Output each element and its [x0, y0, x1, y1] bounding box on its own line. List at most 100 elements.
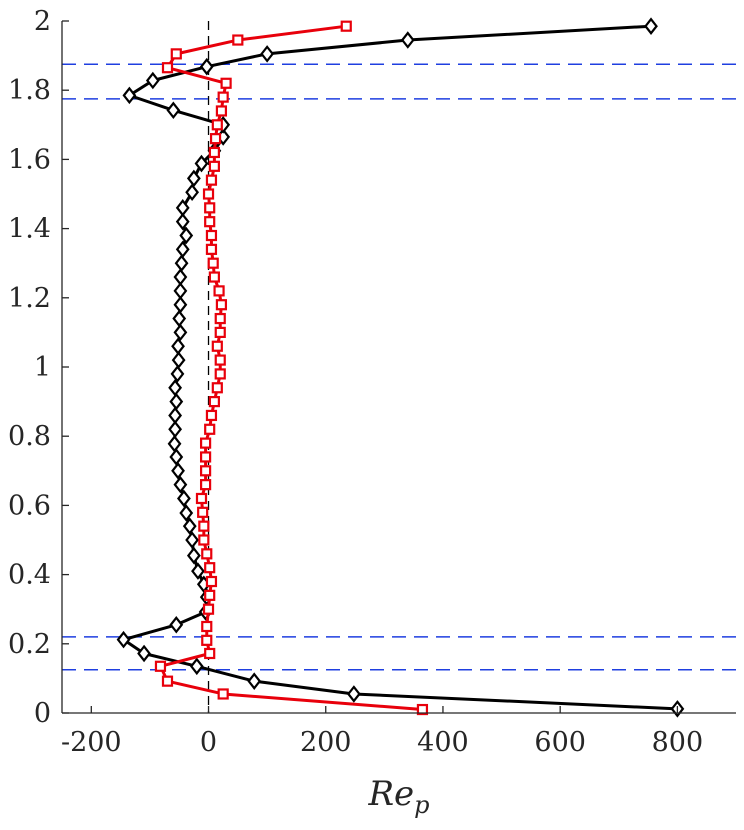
y-tick-label: 0.4: [8, 560, 51, 591]
data-point-diamond: [167, 435, 182, 453]
data-point-diamond: [175, 240, 190, 259]
series-1: [116, 17, 685, 718]
data-point-diamond: [168, 378, 183, 397]
data-point-square: [198, 520, 210, 532]
data-point-diamond: [260, 45, 275, 63]
data-point-diamond: [171, 337, 185, 356]
x-tick-label: 200: [300, 727, 352, 758]
y-tick-label: 2: [34, 6, 51, 37]
data-point-diamond: [189, 657, 204, 676]
data-point-diamond: [179, 504, 194, 522]
data-point-square: [208, 271, 220, 283]
data-point-square: [161, 62, 174, 74]
data-point-square: [217, 91, 229, 103]
data-point-square: [199, 437, 212, 449]
data-point-square: [204, 562, 216, 574]
data-point-square: [204, 647, 216, 660]
y-tick-label: 1.4: [8, 214, 51, 245]
data-point-square: [201, 620, 213, 633]
x-tick-label: 400: [417, 727, 469, 758]
x-axis-title-subscript: p: [414, 791, 429, 819]
data-point-diamond: [199, 57, 214, 76]
data-point-diamond: [122, 86, 137, 105]
data-point-square: [195, 492, 208, 505]
x-tick-label: 600: [534, 727, 586, 758]
ticks: -200 0 200 400 600 800 0 0.2 0.4 0.6 0.8 1 1.2 1.4 1.6…: [8, 6, 703, 758]
y-tick-label: 0.6: [8, 490, 51, 521]
data-point-square: [154, 660, 167, 672]
y-tick-label: 0.8: [8, 421, 51, 452]
data-point-square: [199, 479, 212, 491]
data-point-diamond: [168, 420, 183, 439]
data-point-diamond: [194, 154, 209, 173]
data-point-diamond: [173, 323, 188, 342]
data-point-square: [215, 299, 228, 311]
data-point-square: [205, 243, 218, 255]
data-point-square: [340, 20, 352, 32]
data-point-square: [220, 77, 232, 89]
data-point-square: [197, 506, 209, 518]
data-point-diamond: [145, 71, 160, 90]
data-point-diamond: [186, 169, 201, 188]
data-point-square: [211, 340, 223, 352]
data-point-diamond: [185, 183, 200, 202]
data-point-square: [214, 354, 226, 366]
data-point-square: [217, 688, 229, 700]
data-point-square: [213, 285, 225, 297]
data-point-square: [204, 202, 216, 214]
data-point-diamond: [175, 199, 190, 217]
data-point-square: [208, 396, 220, 408]
data-point-square: [208, 146, 220, 159]
data-point-square: [204, 216, 216, 228]
data-point-square: [199, 451, 212, 463]
y-tick-label: 1.8: [8, 75, 51, 106]
data-point-diamond: [346, 685, 361, 703]
data-point-diamond: [169, 448, 184, 466]
y-tick-label: 0.2: [8, 629, 51, 660]
data-point-square: [211, 382, 223, 394]
reference-lines: [62, 21, 736, 713]
data-point-diamond: [137, 644, 151, 663]
x-tick-label: -200: [61, 727, 122, 758]
data-point-square: [205, 229, 218, 242]
data-point-diamond: [173, 295, 188, 314]
data-point-square: [202, 603, 215, 615]
data-point-diamond: [179, 226, 194, 245]
data-point-diamond: [168, 406, 183, 425]
data-point-square: [205, 409, 218, 422]
data-point-diamond: [400, 31, 415, 49]
data-point-diamond: [172, 309, 187, 328]
data-point-square: [161, 675, 174, 687]
data-point-diamond: [169, 392, 184, 411]
data-point-square: [205, 575, 218, 588]
data-point-square: [207, 257, 219, 269]
data-point-square: [201, 548, 213, 560]
data-point-square: [204, 423, 216, 435]
data-point-diamond: [171, 462, 185, 480]
data-point-square: [232, 34, 244, 46]
data-point-square: [208, 160, 220, 172]
y-tick-label: 0: [34, 698, 51, 729]
data-point-square: [204, 589, 216, 601]
data-point-diamond: [185, 531, 200, 549]
x-axis-title-main: Re: [367, 774, 414, 814]
data-point-square: [214, 312, 226, 325]
data-point-square: [214, 368, 226, 380]
data-point-diamond: [170, 365, 185, 383]
data-point-diamond: [174, 254, 189, 272]
y-tick-label: 1: [34, 352, 51, 383]
x-tick-label: 0: [200, 727, 217, 758]
data-point-diamond: [186, 546, 201, 565]
series-layer: [116, 17, 685, 718]
data-point-square: [202, 188, 215, 200]
data-point-diamond: [175, 212, 190, 231]
data-point-diamond: [116, 630, 131, 649]
data-point-square: [201, 634, 213, 646]
data-point-square: [215, 105, 228, 117]
data-point-diamond: [182, 517, 197, 535]
x-axis-title: Rep: [367, 774, 429, 819]
data-point-diamond: [173, 475, 188, 494]
data-point-square: [416, 703, 429, 716]
data-point-square: [211, 119, 223, 131]
